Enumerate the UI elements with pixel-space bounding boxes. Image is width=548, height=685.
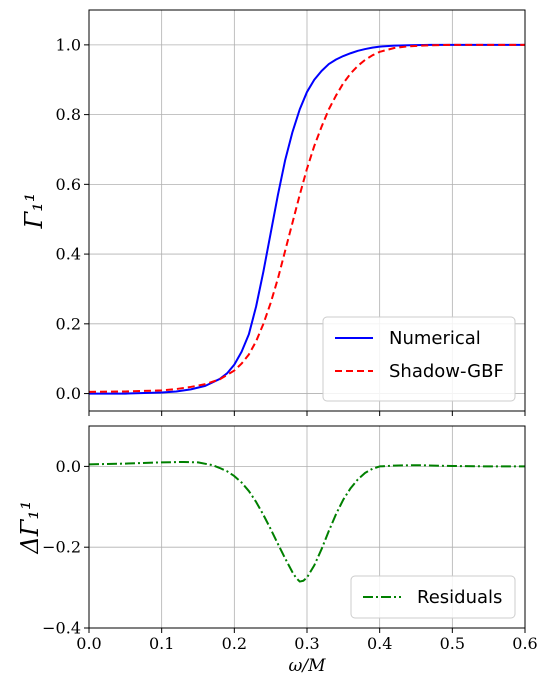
y-tick-label: 0.4 bbox=[56, 245, 81, 264]
x-tick-label: 0.0 bbox=[76, 634, 101, 653]
x-tick-label: 0.1 bbox=[149, 634, 174, 653]
legend-label: Residuals bbox=[417, 587, 502, 608]
legend-label: Numerical bbox=[389, 328, 481, 349]
series-line-shadow-gbf bbox=[88, 43, 525, 393]
x-axis-label: ω/M bbox=[289, 656, 327, 676]
y-axis-label: ΔΓ₁¹ bbox=[16, 500, 44, 554]
legend: Numerical Shadow-GBF bbox=[322, 316, 516, 402]
series-line-residuals bbox=[88, 460, 525, 583]
x-tick-label: 0.3 bbox=[294, 634, 319, 653]
legend-box bbox=[350, 575, 516, 619]
y-tick-label: 0.8 bbox=[56, 105, 81, 124]
x-tick-label: 0.2 bbox=[222, 634, 247, 653]
y-tick-label: −0.2 bbox=[42, 538, 81, 557]
y-tick-label: 1.0 bbox=[56, 35, 81, 54]
legend: Residuals bbox=[350, 575, 516, 619]
bottom-panel: 0.0 0.1 0.2 0.3 0.4 0.5 0.6 −0.4 −0.2 0.0 ΔΓ₁¹ ω/M R… bbox=[16, 425, 538, 676]
x-tick-label: 0.4 bbox=[367, 634, 392, 653]
y-axis-label: Γ₁¹ bbox=[20, 193, 48, 230]
y-tick-label: 0.0 bbox=[56, 384, 81, 403]
y-tick-label: 0.2 bbox=[56, 314, 81, 333]
legend-label: Shadow-GBF bbox=[389, 361, 504, 382]
x-tick-label: 0.5 bbox=[440, 634, 465, 653]
top-panel: 0.0 0.2 0.4 0.6 0.8 1.0 Γ₁¹ Numerical Shadow-GBF bbox=[20, 9, 526, 416]
y-tick-label: 0.0 bbox=[56, 457, 81, 476]
y-tick-label: −0.4 bbox=[42, 619, 81, 638]
y-tick-label: 0.6 bbox=[56, 175, 81, 194]
x-tick-label: 0.6 bbox=[512, 634, 537, 653]
